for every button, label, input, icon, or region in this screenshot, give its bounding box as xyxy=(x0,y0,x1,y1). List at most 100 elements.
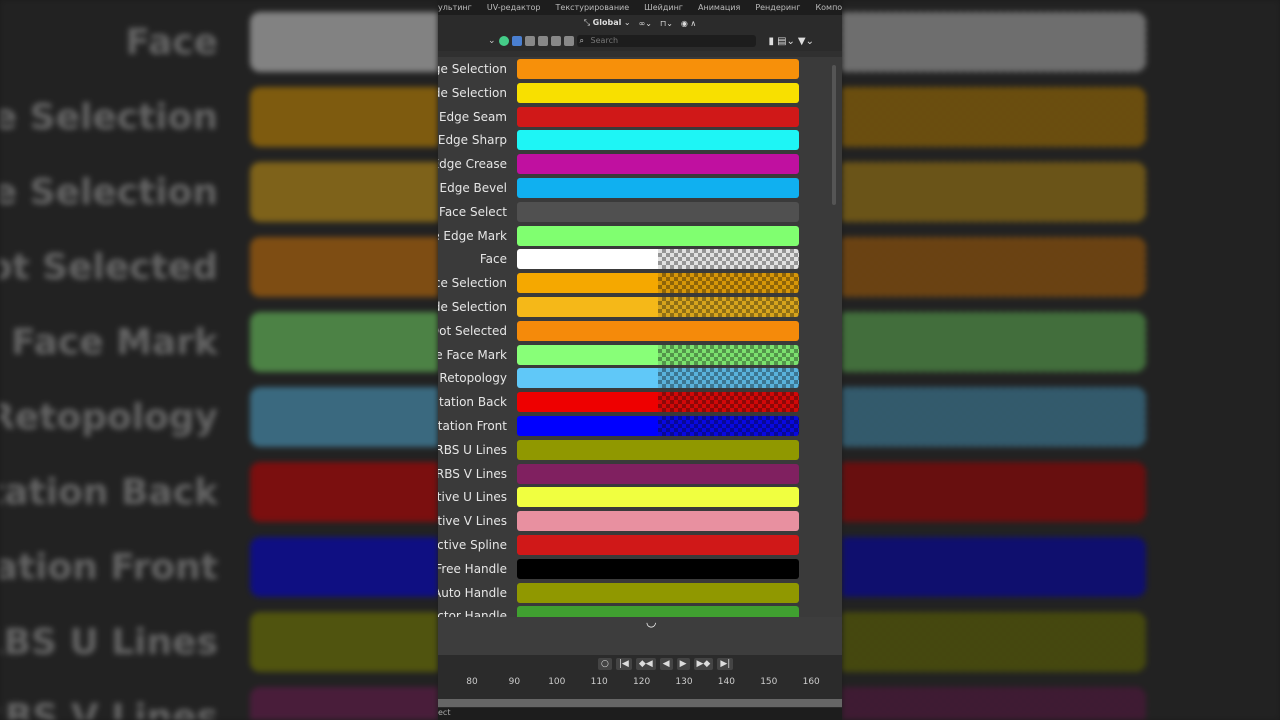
play-button[interactable]: ▶ xyxy=(676,658,690,670)
theme-color-row: Edge Crease xyxy=(438,154,842,175)
theme-color-label: de Selection xyxy=(438,300,507,314)
theme-color-label: Retopology xyxy=(439,371,507,386)
color-swatch[interactable] xyxy=(517,392,799,413)
frame-tick: 130 xyxy=(675,677,693,687)
theme-color-row: ntation Back xyxy=(438,392,842,413)
status-bar: ect xyxy=(438,708,842,720)
search-input[interactable]: ⌕ Search xyxy=(576,35,756,47)
3d-viewport[interactable]: ◡ xyxy=(438,615,842,655)
color-swatch[interactable] xyxy=(517,201,799,222)
workspace-tab[interactable]: ультинг xyxy=(438,3,472,12)
workspace-tab[interactable]: Шейдинг xyxy=(644,3,684,12)
theme-color-label: Free Handle xyxy=(438,561,507,576)
color-swatch[interactable] xyxy=(517,511,799,532)
color-swatch[interactable] xyxy=(517,368,799,389)
workspace-tab[interactable]: Рендеринг xyxy=(755,3,801,12)
blurred-swatch xyxy=(250,87,438,147)
brush-icon[interactable] xyxy=(563,36,574,46)
blurred-label: ntation Front xyxy=(0,547,218,588)
color-swatch[interactable] xyxy=(517,606,799,617)
theme-color-label: Active Spline xyxy=(438,538,507,552)
theme-color-label: de Selection xyxy=(438,85,507,100)
theme-color-row: Edge Seam xyxy=(438,106,842,127)
filter-icon[interactable]: ▼⌄ xyxy=(797,35,814,47)
color-swatch[interactable] xyxy=(517,178,799,198)
color-swatch[interactable] xyxy=(517,535,799,555)
theme-color-row: le Face Mark xyxy=(438,344,842,365)
workspace-tab[interactable]: Текстурирование xyxy=(555,3,630,12)
color-swatch[interactable] xyxy=(517,487,799,508)
snap-icon[interactable]: ⊓⌄ xyxy=(659,18,673,28)
blurred-swatch xyxy=(842,387,1146,447)
theme-color-label: Face xyxy=(479,252,507,267)
theme-color-row: Dot Selected xyxy=(438,320,842,341)
blurred-swatch xyxy=(842,162,1146,222)
display-mode-icon[interactable]: ▤⌄ xyxy=(777,35,795,47)
filter-chevron-icon[interactable]: ⌄ xyxy=(488,36,496,46)
theme-color-label: IRBS U Lines xyxy=(438,442,507,457)
theme-color-label: ctive U Lines xyxy=(438,490,507,505)
theme-color-row: Edge Sharp xyxy=(438,130,842,151)
color-swatch[interactable] xyxy=(517,273,799,294)
color-swatch[interactable] xyxy=(517,106,799,127)
color-wheel-icon[interactable] xyxy=(498,36,509,46)
theme-color-row: Edge Bevel xyxy=(438,178,842,198)
color-swatch[interactable] xyxy=(517,439,799,460)
workspace-tab[interactable]: UV-редактор xyxy=(486,3,541,12)
blurred-label: Face xyxy=(125,22,218,63)
timeline[interactable]: ○ |◀ ◆◀ ◀ ▶ ▶◆ ▶| 80 90 100 110 120 130 140 150… xyxy=(438,655,842,720)
blurred-label: ce Selection xyxy=(0,97,218,138)
frame-tick: 120 xyxy=(633,677,651,687)
texture-icon[interactable] xyxy=(537,36,548,46)
blurred-swatch xyxy=(250,537,438,597)
theme-color-label: Edge Crease xyxy=(438,157,507,172)
color-swatch[interactable] xyxy=(517,297,799,317)
blurred-label: le Face Mark xyxy=(0,322,218,363)
next-keyframe-button[interactable]: ▶◆ xyxy=(693,658,714,670)
color-swatch[interactable] xyxy=(517,249,799,270)
color-swatch[interactable] xyxy=(517,558,799,579)
color-swatch[interactable] xyxy=(517,225,799,246)
blurred-swatch xyxy=(250,387,438,447)
theme-color-row: IRBS U Lines xyxy=(438,439,842,460)
color-swatch[interactable] xyxy=(517,582,799,603)
jump-start-button[interactable]: |◀ xyxy=(615,658,632,670)
theme-color-label: IRBS V Lines xyxy=(438,466,507,481)
blurred-swatch xyxy=(250,237,438,297)
material-icon[interactable] xyxy=(524,36,535,46)
theme-color-row: Active Spline xyxy=(438,535,842,555)
play-reverse-button[interactable]: ◀ xyxy=(659,658,673,670)
theme-color-row: e Edge Mark xyxy=(438,225,842,246)
workspace-tab[interactable]: Анимация xyxy=(698,3,741,12)
theme-color-row: ctive V Lines xyxy=(438,511,842,532)
color-swatch[interactable] xyxy=(517,463,799,484)
prev-keyframe-button[interactable]: ◆◀ xyxy=(635,658,656,670)
world-icon[interactable] xyxy=(550,36,561,46)
color-swatch[interactable] xyxy=(517,130,799,151)
proportional-edit-icon[interactable]: ◉ ∧ xyxy=(680,18,697,28)
scrollbar[interactable] xyxy=(832,65,836,205)
blurred-swatch xyxy=(842,87,1146,147)
transform-orientation-dropdown[interactable]: ⤡ Global ⌄ xyxy=(583,18,631,27)
frame-tick: 90 xyxy=(508,677,521,687)
color-swatch[interactable] xyxy=(517,154,799,175)
blurred-swatch xyxy=(842,237,1146,297)
color-swatch[interactable] xyxy=(517,320,799,341)
color-swatch[interactable] xyxy=(517,82,799,103)
pivot-icon[interactable]: ∞⌄ xyxy=(638,18,652,28)
record-button[interactable]: ○ xyxy=(598,658,612,670)
playback-controls: ○ |◀ ◆◀ ◀ ▶ ▶◆ ▶| xyxy=(598,658,734,670)
color-swatch[interactable] xyxy=(517,59,799,79)
theme-color-label: ntation Back xyxy=(438,395,507,410)
color-swatch[interactable] xyxy=(517,416,799,436)
collapse-icon[interactable]: ◡ xyxy=(646,615,657,629)
jump-end-button[interactable]: ▶| xyxy=(717,658,734,670)
workspace-tab[interactable]: Композитин xyxy=(815,3,842,12)
bookmark-icon[interactable]: ▮ xyxy=(768,35,775,47)
timeline-track[interactable] xyxy=(438,699,842,707)
theme-color-label: V Face Select xyxy=(438,204,507,219)
color-swatch[interactable] xyxy=(517,344,799,365)
blurred-swatch xyxy=(842,312,1146,372)
solid-mode-icon[interactable] xyxy=(511,36,522,46)
